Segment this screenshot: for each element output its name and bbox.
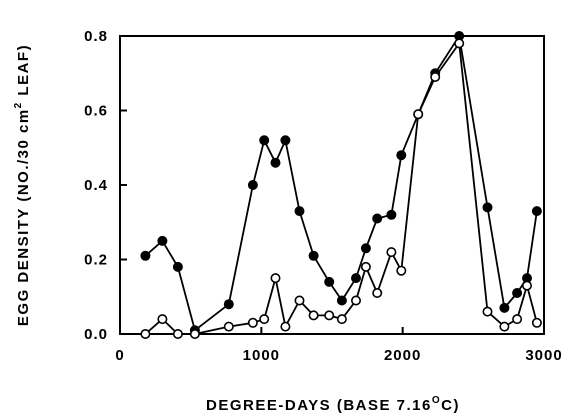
x-tick-label: 3000	[525, 347, 562, 364]
data-point-open	[430, 72, 441, 83]
data-point-open	[247, 317, 258, 328]
y-tick-label: 0.2	[84, 252, 108, 269]
y-axis-title: EGG DENSITY (NO./30 cm2 LEAF)	[13, 44, 32, 326]
data-point-filled	[308, 250, 319, 261]
data-point-filled	[350, 273, 361, 284]
x-axis-title: DEGREE-DAYS (BASE 7.16OC)	[206, 395, 460, 414]
data-point-open	[482, 306, 493, 317]
data-point-open	[280, 321, 291, 332]
data-point-open	[189, 328, 200, 339]
data-point-filled	[360, 243, 371, 254]
data-point-open	[521, 280, 532, 291]
data-point-open	[270, 273, 281, 284]
data-point-filled	[280, 135, 291, 146]
data-point-filled	[140, 250, 151, 261]
data-point-open	[223, 321, 234, 332]
data-point-filled	[482, 202, 493, 213]
data-point-open	[336, 314, 347, 325]
data-point-filled	[270, 157, 281, 168]
x-tick-label: 0	[115, 347, 124, 364]
data-point-filled	[386, 209, 397, 220]
series-layer	[140, 30, 542, 339]
data-point-open	[512, 314, 523, 325]
data-point-filled	[294, 206, 305, 217]
data-point-open	[372, 287, 383, 298]
y-tick-label: 0.8	[84, 28, 108, 45]
data-point-filled	[372, 213, 383, 224]
y-tick-label: 0.6	[84, 103, 108, 120]
data-point-open	[294, 295, 305, 306]
data-point-open	[172, 328, 183, 339]
x-tick-label: 2000	[384, 347, 421, 364]
data-point-open	[531, 317, 542, 328]
data-point-filled	[247, 180, 258, 191]
data-point-filled	[336, 295, 347, 306]
data-point-filled	[223, 299, 234, 310]
data-point-open	[259, 314, 270, 325]
data-point-open	[499, 321, 510, 332]
data-point-open	[386, 247, 397, 258]
data-point-filled	[499, 302, 510, 313]
data-point-filled	[259, 135, 270, 146]
data-point-open	[454, 38, 465, 49]
data-point-filled	[396, 150, 407, 161]
y-tick-label: 0.4	[84, 177, 108, 194]
data-point-open	[413, 109, 424, 120]
data-point-filled	[324, 276, 335, 287]
data-point-open	[350, 295, 361, 306]
data-point-filled	[531, 206, 542, 217]
ticks: 0 1000 2000 3000 0.0 0.2 0.4 0.6 0.8	[84, 28, 562, 364]
data-point-filled	[157, 235, 168, 246]
data-point-open	[396, 265, 407, 276]
series-line-open	[144, 42, 538, 335]
data-point-open	[324, 310, 335, 321]
data-point-open	[140, 328, 151, 339]
data-point-filled	[172, 261, 183, 272]
series-line-filled	[144, 35, 538, 332]
data-point-open	[360, 261, 371, 272]
x-tick-label: 1000	[243, 347, 280, 364]
data-point-open	[308, 310, 319, 321]
data-point-filled	[512, 287, 523, 298]
y-tick-label: 0.0	[84, 326, 108, 343]
data-point-open	[157, 314, 168, 325]
